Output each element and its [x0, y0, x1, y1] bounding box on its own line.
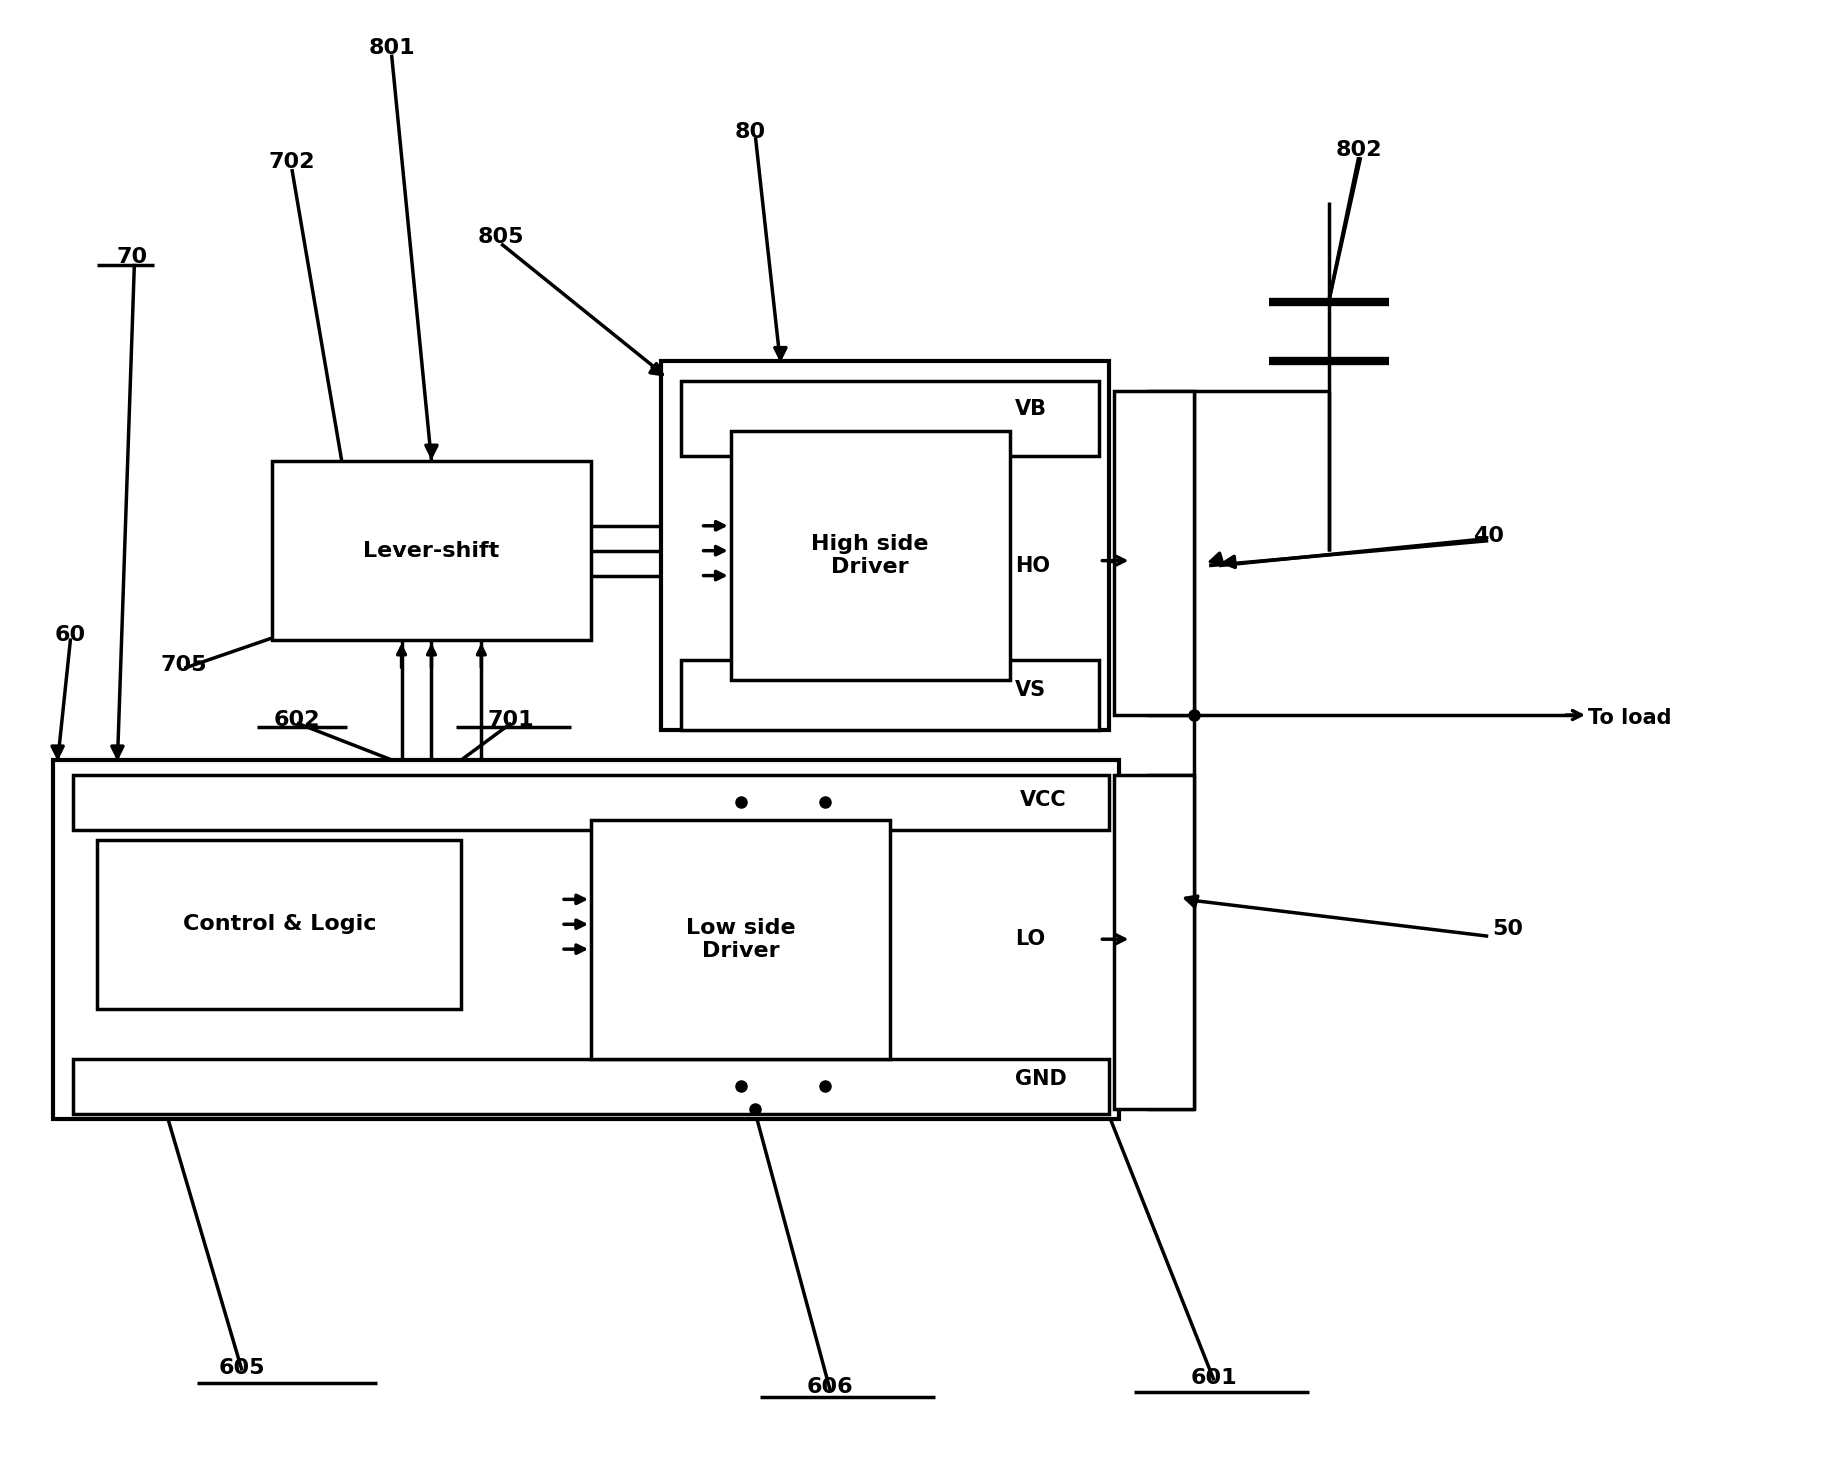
Text: Control & Logic: Control & Logic — [183, 914, 376, 934]
Bar — [97, 839, 462, 1009]
Text: 805: 805 — [479, 226, 524, 247]
Text: 602: 602 — [274, 710, 320, 730]
Bar — [73, 775, 1109, 829]
Text: Low side
Driver: Low side Driver — [685, 917, 795, 961]
Text: 801: 801 — [369, 38, 415, 57]
Text: 802: 802 — [1336, 140, 1381, 161]
Text: 60: 60 — [55, 625, 86, 645]
Text: 601: 601 — [1191, 1368, 1237, 1387]
Text: 605: 605 — [219, 1358, 265, 1378]
Text: To load: To load — [1588, 708, 1672, 729]
Text: VB: VB — [1014, 399, 1047, 419]
Text: 80: 80 — [734, 123, 766, 142]
Bar — [1114, 391, 1195, 715]
Text: HO: HO — [1014, 556, 1051, 575]
Text: Lever-shift: Lever-shift — [364, 540, 499, 561]
Text: 606: 606 — [808, 1377, 853, 1397]
Text: VS: VS — [1014, 680, 1045, 701]
Bar — [1114, 775, 1195, 1108]
Bar — [681, 381, 1100, 456]
Text: 702: 702 — [269, 152, 314, 172]
Bar — [272, 461, 590, 641]
Bar — [681, 660, 1100, 730]
Text: GND: GND — [1014, 1069, 1067, 1089]
Bar — [53, 759, 1120, 1118]
Text: 701: 701 — [488, 710, 535, 730]
Text: 50: 50 — [1493, 920, 1524, 939]
Bar — [731, 431, 1010, 680]
Bar — [73, 1058, 1109, 1114]
Bar — [590, 819, 890, 1058]
Text: High side
Driver: High side Driver — [811, 534, 928, 577]
Text: 40: 40 — [1473, 526, 1504, 546]
Bar — [661, 362, 1109, 730]
Text: VCC: VCC — [1019, 790, 1067, 810]
Text: 70: 70 — [117, 247, 148, 267]
Text: 705: 705 — [161, 656, 208, 675]
Text: LO: LO — [1014, 929, 1045, 949]
